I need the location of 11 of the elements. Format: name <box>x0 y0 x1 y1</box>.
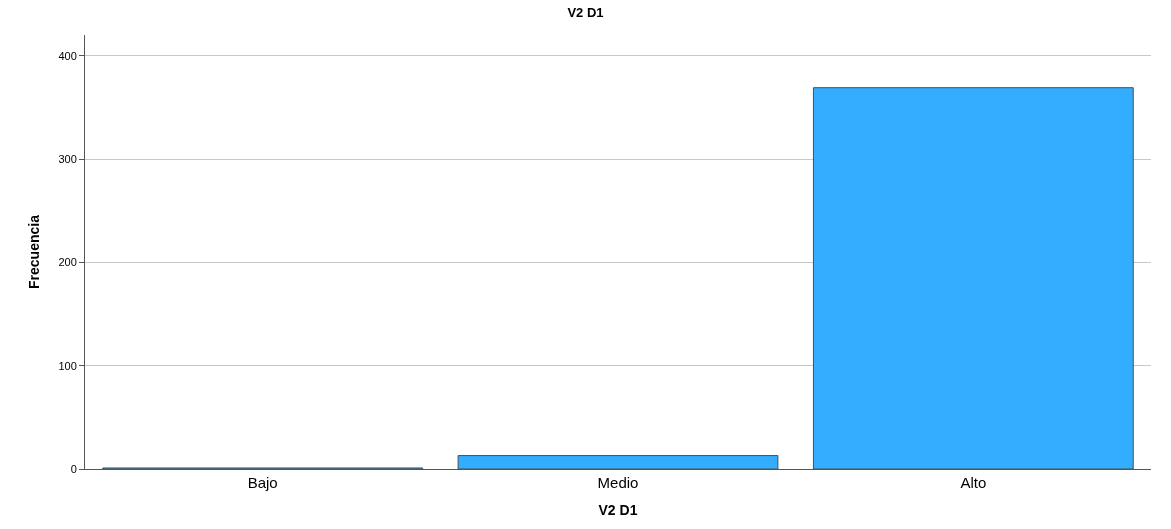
y-tick-label: 200 <box>58 256 77 269</box>
y-tick-label: 300 <box>58 152 77 165</box>
y-axis-title: Frecuencia <box>26 214 43 289</box>
x-tick-label: Medio <box>597 474 639 491</box>
y-tick-label: 400 <box>58 49 77 62</box>
chart-title: V2 D1 <box>567 5 604 21</box>
x-tick-label: Bajo <box>247 474 278 491</box>
y-tick-label: 0 <box>70 462 77 475</box>
y-tick-label: 100 <box>58 359 77 372</box>
x-axis-title: V2 D1 <box>598 502 638 519</box>
x-tick-label: Alto <box>960 474 987 491</box>
